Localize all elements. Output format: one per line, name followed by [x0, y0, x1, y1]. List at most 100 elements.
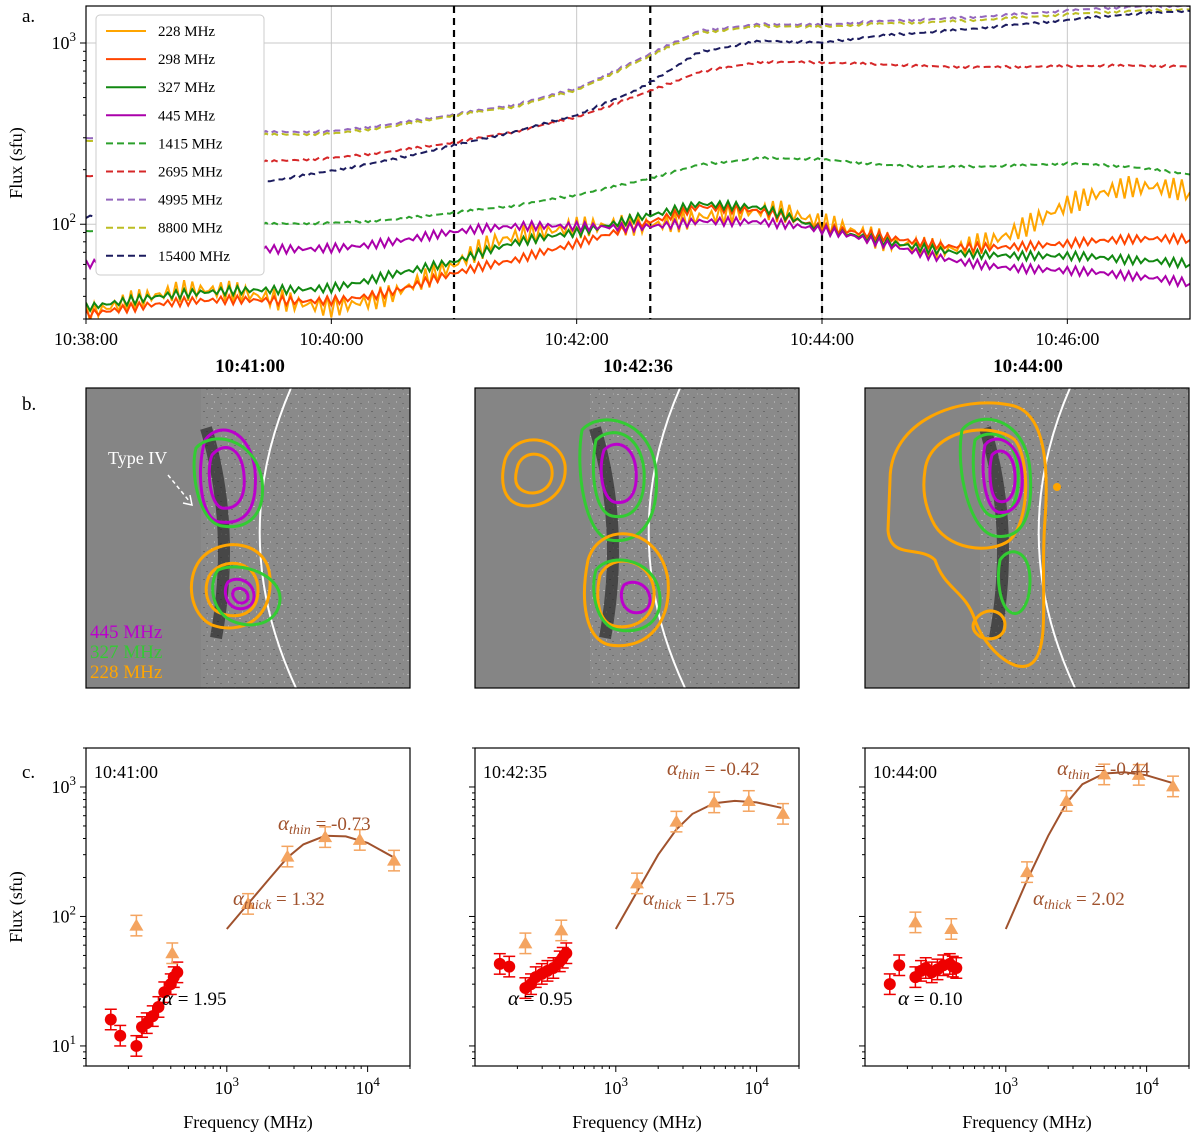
legend-entry: 298 MHz [158, 52, 215, 68]
legend-entry: 4995 MHz [158, 193, 223, 209]
type-iv-label: Type IV [108, 448, 167, 468]
image-frame-2: 10:42:36 [474, 356, 800, 689]
data-point-mid [518, 936, 533, 949]
x-axis-label: Frequency (MHz) [572, 1112, 701, 1133]
legend-box [95, 14, 265, 276]
series-line-8800-mhz [86, 7, 1190, 143]
image-frame-1: 10:41:00 [85, 356, 411, 689]
contour-228-mhz [501, 438, 567, 508]
x-tick-label: 10:42:00 [545, 329, 609, 349]
frame-title: 10:41:00 [215, 356, 285, 377]
data-point-mid [129, 918, 144, 931]
type-iv-arrow-head [182, 494, 193, 506]
contour-228-mhz [582, 532, 670, 648]
subplot-frame [864, 747, 1190, 1067]
panel-a-axes-frame [85, 5, 1191, 320]
alpha-thick-label: αthick = 1.32 [233, 886, 325, 913]
panel-c-spectra: 103 104 101 102 103 Frequency (MHz) 10:41:00 αt… [6, 747, 1190, 1133]
contour-445-mhz [207, 446, 246, 510]
data-point-high [776, 806, 791, 819]
spectrum-subplot-3: 103 104 Frequency (MHz) 10:44:00 αthin = -0.… [859, 747, 1190, 1133]
data-point-low [146, 1010, 159, 1023]
subplot-time-label: 10:44:00 [873, 762, 937, 782]
data-point-high [741, 793, 756, 806]
data-point-high [707, 795, 722, 808]
contour-legend-entry: 445 MHz [90, 622, 162, 643]
x-tick-label: 104 [744, 1074, 769, 1098]
dark-loop-structure [589, 426, 619, 640]
data-point-mid [944, 922, 959, 935]
data-point-low [104, 1013, 117, 1026]
contour-228-mhz [189, 543, 272, 630]
y-tick-label: 101 [52, 1032, 77, 1056]
legend-entry: 228 MHz [158, 24, 215, 40]
data-point-low [493, 957, 506, 970]
contour-327-mhz [592, 558, 662, 633]
source-dot [1053, 483, 1061, 491]
series-line-298-mhz [86, 201, 1190, 319]
legend-entry: 2695 MHz [158, 165, 223, 181]
y-tick-label: 102 [52, 210, 77, 234]
contour-445-mhz [223, 577, 256, 611]
x-tick-label: 103 [604, 1074, 629, 1098]
contour-445-mhz [231, 586, 250, 605]
data-point-high [669, 814, 684, 827]
x-tick-label: 10:44:00 [790, 329, 854, 349]
solar-limb-arc [1037, 387, 1076, 689]
contour-228-mhz [886, 401, 1048, 668]
data-point-high [352, 832, 367, 845]
data-point-mid [554, 923, 569, 936]
frame-title: 10:44:00 [993, 356, 1063, 377]
data-point-mid [165, 946, 180, 959]
contour-legend-entry: 228 MHz [90, 662, 162, 683]
alpha-low-label: α = 0.95 [508, 986, 573, 1010]
x-tick-label: 10:40:00 [299, 329, 363, 349]
data-point-mid [908, 915, 923, 928]
data-point-high [1059, 793, 1074, 806]
contour-327-mhz [996, 550, 1032, 615]
data-point-low [560, 947, 573, 960]
solar-limb-arc [647, 387, 686, 689]
data-point-high [1097, 767, 1112, 780]
data-point-low [130, 1039, 143, 1052]
panel-a-ylabel: Flux (sfu) [6, 127, 27, 199]
x-tick-label: 103 [994, 1074, 1019, 1098]
series-line-4995-mhz [86, 6, 1190, 140]
data-point-high [1020, 865, 1035, 878]
dark-loop-structure [979, 426, 1009, 640]
panel-c-ylabel: Flux (sfu) [6, 871, 27, 943]
data-point-high [280, 849, 295, 862]
x-tick-label: 104 [1134, 1074, 1159, 1098]
frame-border [474, 387, 800, 689]
contour-445-mhz [198, 428, 257, 524]
data-point-low [114, 1029, 127, 1042]
data-point-low [158, 986, 171, 999]
data-point-high [387, 853, 402, 866]
spectrum-subplot-1: 103 104 101 102 103 Frequency (MHz) 10:41:00 αt… [52, 747, 411, 1133]
contour-327-mhz [192, 437, 265, 529]
subplot-time-label: 10:41:00 [94, 762, 158, 782]
alpha-thick-label: αthick = 2.02 [1033, 886, 1125, 913]
contour-327-mhz [958, 417, 1033, 538]
panel-letter-a: a. [22, 6, 35, 27]
data-point-low [171, 966, 184, 979]
data-point-high [630, 876, 645, 889]
contour-327-mhz [971, 432, 1020, 519]
type-iv-arrow-line [167, 474, 191, 503]
alpha-thin-label: αthin = -0.73 [278, 811, 371, 838]
series-line-1415-mhz [86, 155, 1190, 233]
contour-228-mhz [204, 561, 260, 618]
panel-b-images: 10:41:00 10:42:36 10:44:00 Type IV 445 MHz32… [85, 356, 1190, 689]
legend-entry: 445 MHz [158, 108, 215, 124]
spectrum-subplot-2: 103 104 Frequency (MHz) 10:42:35 αthin = -0.… [469, 747, 800, 1133]
euv-image-region [590, 388, 799, 688]
data-point-high [241, 896, 256, 909]
contour-327-mhz [591, 431, 646, 519]
x-tick-label: 10:46:00 [1035, 329, 1099, 349]
series-line-327-mhz [86, 198, 1190, 314]
contour-445-mhz [619, 580, 652, 615]
series-line-15400-mhz [86, 9, 1190, 219]
subplot-time-label: 10:42:35 [483, 762, 547, 782]
solar-limb-arc [258, 387, 297, 689]
panel-letter-b: b. [22, 394, 36, 415]
